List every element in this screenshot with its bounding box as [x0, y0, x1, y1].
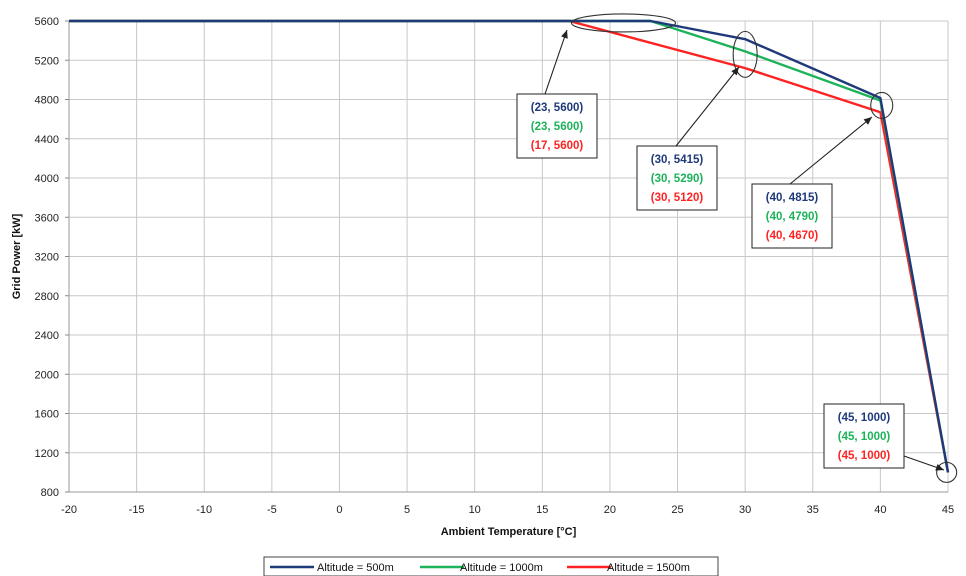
callout-ellipse [570, 13, 676, 33]
legend-label: Altitude = 1000m [460, 562, 543, 574]
annotation-4: (45, 1000) (45, 1000) (45, 1000) [823, 403, 945, 471]
annotation-arrowhead [731, 67, 739, 76]
annotation-label: (45, 1000) [838, 412, 891, 424]
y-tick-label: 3200 [35, 252, 59, 264]
annotation-label: (40, 4670) [766, 230, 819, 242]
annotation-arrowhead [863, 117, 872, 125]
x-tick-label: -10 [196, 504, 212, 516]
x-tick-label: -15 [129, 504, 145, 516]
legend-item-1: Altitude = 500m [270, 562, 394, 574]
x-tick-label: -5 [267, 504, 277, 516]
y-tick-label: 4800 [35, 95, 59, 107]
y-tick-label: 2000 [35, 369, 59, 381]
annotation-label: (30, 5290) [651, 173, 704, 185]
callout-markers [570, 13, 958, 483]
legend-label: Altitude = 1500m [607, 562, 690, 574]
legend-item-2: Altitude = 1000m [420, 562, 543, 574]
series-line-1 [69, 19, 950, 473]
annotation-box [751, 183, 833, 249]
x-tick-label: 40 [874, 504, 886, 516]
annotation-arrow [544, 29, 568, 95]
y-tick-label: 4400 [35, 134, 59, 146]
legend-label: Altitude = 500m [317, 562, 394, 574]
legend: Altitude = 500m Altitude = 1000m Altitude … [263, 556, 719, 576]
x-tick-label: 15 [536, 504, 548, 516]
annotation-box [636, 145, 718, 211]
series-lines [69, 19, 950, 473]
x-tick-label: -20 [61, 504, 77, 516]
x-tick-label: 5 [404, 504, 410, 516]
callout-ellipse [732, 30, 758, 78]
y-tick-label: 2800 [35, 291, 59, 303]
x-tick-label: 30 [739, 504, 751, 516]
annotation-arrowhead [561, 30, 568, 39]
callout-ellipse [870, 91, 894, 119]
annotation-label: (45, 1000) [838, 431, 891, 443]
annotation-label: (23, 5600) [531, 121, 584, 133]
annotation-label: (30, 5415) [651, 154, 704, 166]
annotation-label: (17, 5600) [531, 140, 584, 152]
annotation-label: (23, 5600) [531, 102, 584, 114]
annotation-box [823, 403, 905, 469]
annotation-arrow [675, 66, 740, 147]
y-tick-label: 2400 [35, 330, 59, 342]
y-tick-label: 1600 [35, 409, 59, 421]
grid [68, 20, 949, 493]
y-tick-label: 5600 [35, 16, 59, 28]
y-tick-label: 1200 [35, 448, 59, 460]
annotation-1: (23, 5600) (23, 5600) (17, 5600) [516, 29, 598, 159]
y-tick-label: 4000 [35, 173, 59, 185]
annotation-3: (40, 4815) (40, 4790) (40, 4670) [751, 116, 873, 249]
x-tick-label: 45 [942, 504, 954, 516]
axes: -20 -15 -10 -5 0 5 10 15 20 25 30 35 40 45 800 1200 1600… [35, 16, 955, 516]
legend-box [263, 556, 719, 576]
x-tick-label: 0 [336, 504, 342, 516]
y-tick-label: 3600 [35, 212, 59, 224]
legend-item-3: Altitude = 1500m [567, 562, 690, 574]
x-tick-label: 25 [671, 504, 683, 516]
annotation-box [516, 93, 598, 159]
x-tick-label: 35 [807, 504, 819, 516]
y-tick-label: 5200 [35, 55, 59, 67]
y-axis-title: Grid Power [kW] [11, 213, 23, 299]
annotation-label: (30, 5120) [651, 192, 704, 204]
x-axis-title: Ambient Temperature [°C] [441, 526, 577, 538]
annotation-arrow [789, 116, 873, 185]
callout-ellipse [936, 461, 958, 483]
annotation-label: (45, 1000) [838, 450, 891, 462]
annotation-label: (40, 4815) [766, 192, 819, 204]
x-tick-label: 10 [469, 504, 481, 516]
y-tick-label: 800 [41, 487, 59, 499]
x-tick-label: 20 [604, 504, 616, 516]
annotations: (23, 5600) (23, 5600) (17, 5600) (30, 5415)… [516, 29, 945, 471]
annotation-arrowhead [935, 464, 944, 471]
annotation-label: (40, 4790) [766, 211, 819, 223]
annotation-2: (30, 5415) (30, 5290) (30, 5120) [636, 66, 740, 211]
